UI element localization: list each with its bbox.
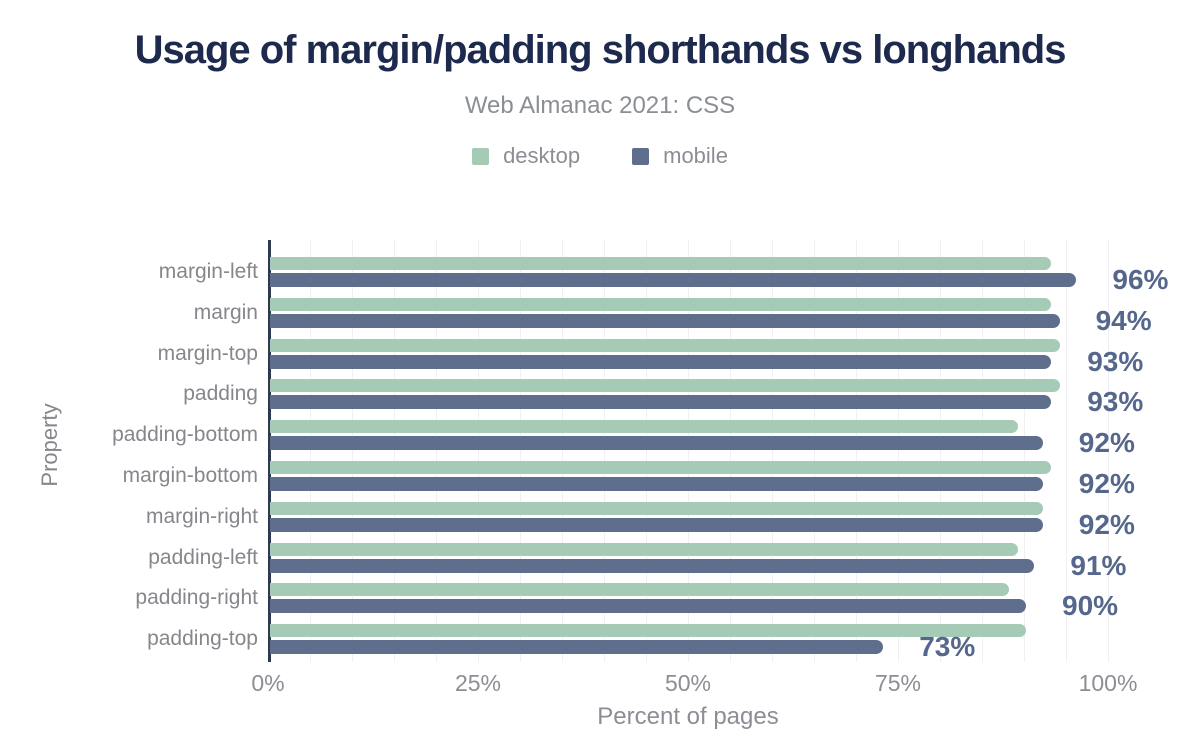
value-label: 93%	[1087, 386, 1144, 418]
gridline	[394, 240, 395, 662]
category-label: padding	[183, 382, 258, 406]
legend-item-desktop: desktop	[472, 143, 580, 169]
desktop-bar-padding-bottom	[270, 420, 1018, 434]
gridline	[688, 240, 689, 662]
mobile-bar-margin	[270, 313, 1060, 328]
value-label: 94%	[1095, 304, 1152, 336]
mobile-bar-padding-right	[270, 599, 1026, 614]
gridline	[604, 240, 605, 662]
category-label: margin-top	[157, 341, 258, 365]
value-label: 90%	[1062, 590, 1119, 622]
mobile-bar-margin-right	[270, 517, 1043, 532]
desktop-bar-margin-right	[270, 501, 1043, 515]
gridline	[352, 240, 353, 662]
desktop-bar-margin-top	[270, 338, 1060, 352]
mobile-bar-margin-top	[270, 354, 1052, 369]
gridline	[520, 240, 521, 662]
mobile-bar-padding-top	[270, 640, 884, 655]
gridline	[310, 240, 311, 662]
gridline	[436, 240, 437, 662]
legend: desktop mobile	[0, 143, 1200, 169]
desktop-bar-margin	[270, 297, 1052, 311]
chart-subtitle: Web Almanac 2021: CSS	[464, 92, 736, 119]
desktop-bar-padding-top	[270, 624, 1026, 638]
desktop-swatch	[472, 147, 490, 165]
mobile-bar-padding	[270, 395, 1052, 410]
category-label: padding-bottom	[112, 423, 258, 447]
legend-label: mobile	[663, 143, 728, 168]
value-label: 92%	[1078, 468, 1135, 499]
gridline	[478, 240, 479, 662]
gridline	[982, 240, 983, 662]
desktop-bar-margin-left	[270, 257, 1052, 270]
gridline	[646, 240, 647, 662]
x-tick-label: 75%	[874, 670, 922, 696]
gridline	[898, 240, 899, 662]
gridline	[856, 240, 857, 662]
value-label: 92%	[1078, 427, 1135, 459]
gridline	[940, 240, 941, 662]
value-label: 93%	[1087, 345, 1144, 377]
gridline	[562, 240, 563, 662]
category-label: margin-left	[158, 260, 258, 283]
x-tick-label: 25%	[454, 670, 502, 696]
y-axis-title: Property	[37, 403, 62, 487]
gridline	[1108, 240, 1109, 662]
category-label: padding-right	[135, 586, 258, 610]
gridline	[1066, 240, 1067, 662]
desktop-bar-padding	[270, 379, 1060, 393]
category-label: margin	[193, 300, 258, 324]
x-tick-label: 50%	[664, 670, 712, 696]
mobile-bar-padding-left	[270, 558, 1035, 573]
gridline	[1024, 240, 1025, 662]
value-label: 96%	[1112, 264, 1169, 295]
x-axis-title: Percent of pages	[597, 703, 779, 730]
gridline	[730, 240, 731, 662]
value-label: 92%	[1078, 508, 1135, 540]
x-tick-label: 0%	[251, 670, 285, 696]
category-label: margin-right	[145, 504, 258, 528]
plot-area: Property Percent of pages margin-left 96%…	[37, 240, 1168, 730]
desktop-bar-margin-bottom	[270, 461, 1052, 474]
value-label: 73%	[919, 631, 976, 663]
mobile-swatch	[632, 147, 650, 165]
mobile-bar-margin-bottom	[270, 477, 1043, 491]
legend-label: desktop	[503, 143, 581, 168]
x-tick-label: 100%	[1078, 670, 1138, 696]
category-label: padding-top	[147, 627, 258, 651]
mobile-bar-margin-left	[270, 273, 1077, 287]
value-label: 91%	[1070, 549, 1127, 581]
category-label: margin-bottom	[122, 464, 258, 487]
gridline	[814, 240, 815, 662]
desktop-bar-padding-right	[270, 583, 1010, 597]
chart-title: Usage of margin/padding shorthands vs lo…	[134, 28, 1067, 72]
mobile-bar-padding-bottom	[270, 436, 1043, 451]
legend-item-mobile: mobile	[632, 143, 728, 169]
desktop-bar-padding-left	[270, 542, 1018, 556]
category-label: padding-left	[148, 545, 258, 569]
y-axis-line	[268, 240, 271, 662]
gridline	[772, 240, 773, 662]
